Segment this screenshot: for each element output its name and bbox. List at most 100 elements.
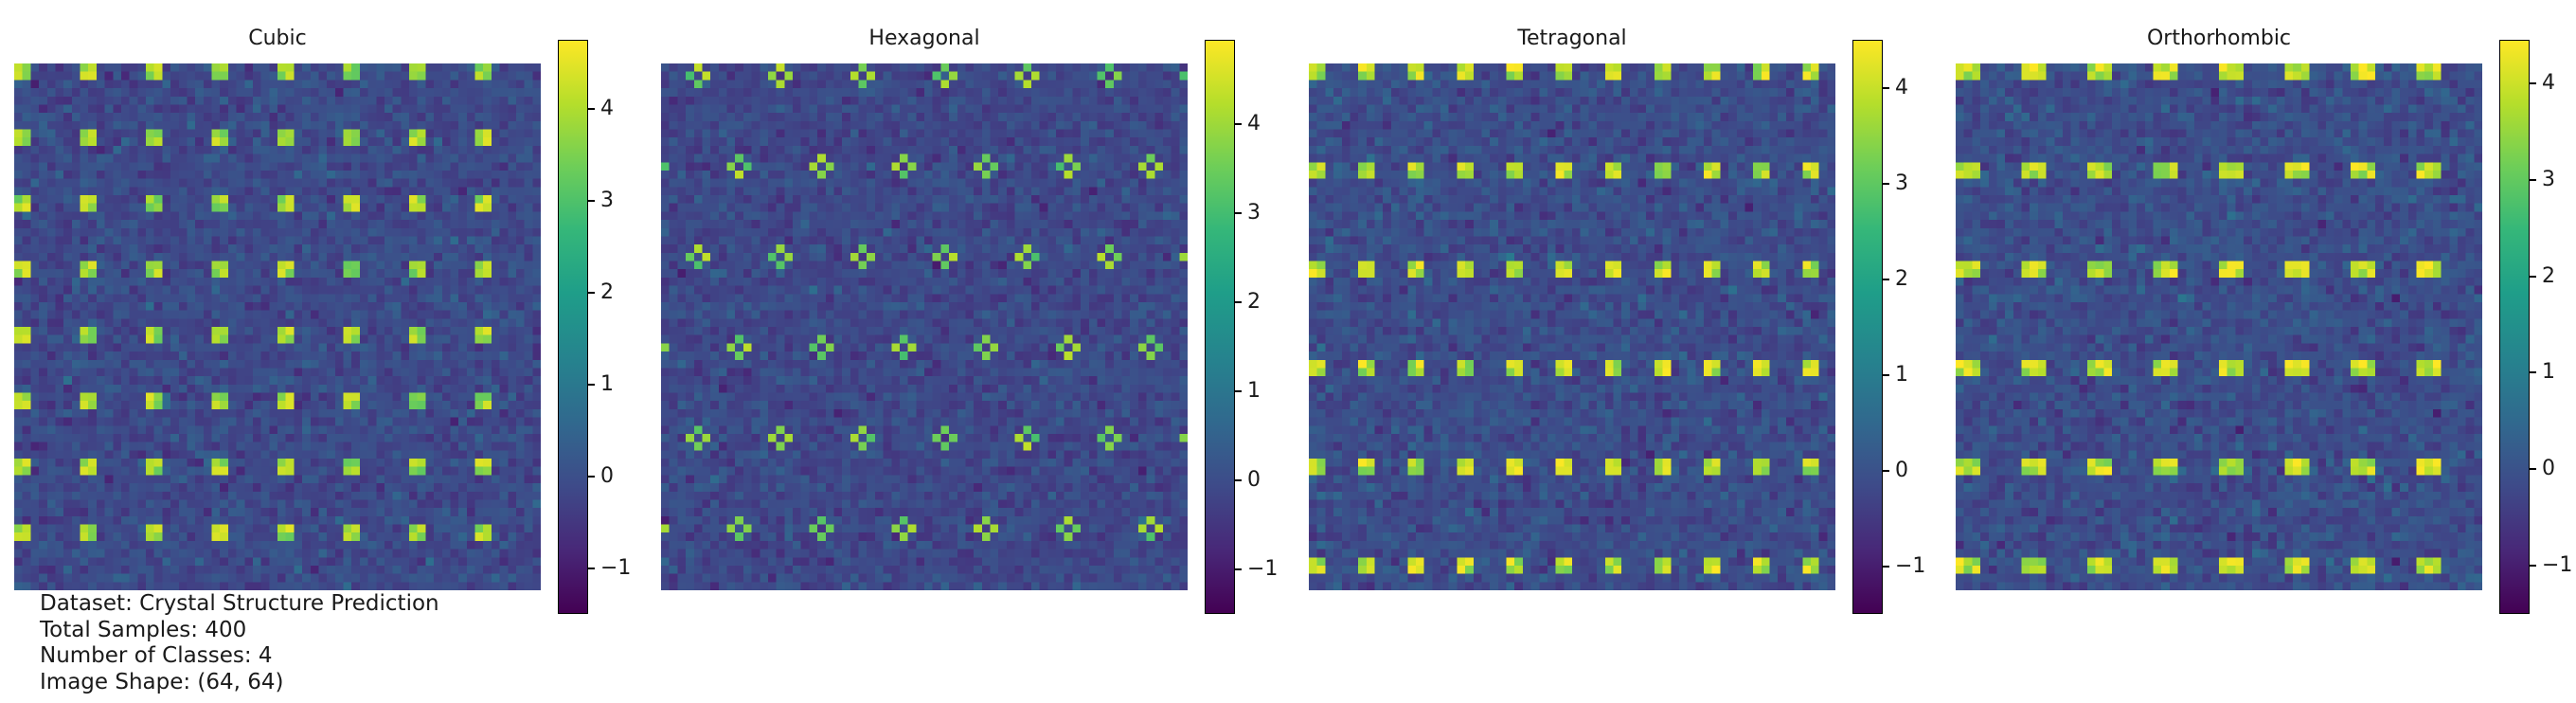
heatmap-cell <box>294 294 303 303</box>
heatmap-cell <box>236 137 245 147</box>
heatmap-cell <box>858 63 868 72</box>
heatmap-cell <box>318 515 328 525</box>
heatmap-cell <box>129 129 138 138</box>
heatmap-cell <box>343 515 352 525</box>
heatmap-cell <box>294 352 303 360</box>
heatmap-cell <box>409 80 418 89</box>
heatmap-cell <box>80 433 89 442</box>
heatmap-cell <box>80 582 89 590</box>
heatmap-cell <box>515 499 525 509</box>
heatmap-cell <box>458 88 467 97</box>
heatmap-cell <box>450 483 459 492</box>
heatmap-cell <box>1072 129 1082 138</box>
heatmap-cell <box>236 466 245 476</box>
heatmap-cell <box>858 120 868 130</box>
heatmap-cell <box>187 244 196 253</box>
heatmap-cell <box>195 178 204 188</box>
heatmap-cell <box>227 524 237 533</box>
heatmap-cell <box>458 71 467 81</box>
heatmap-cell <box>409 220 418 228</box>
heatmap-cell <box>949 137 957 147</box>
heatmap-cell <box>170 417 179 426</box>
heatmap-cell <box>384 327 393 335</box>
heatmap-cell <box>392 236 402 245</box>
heatmap-cell <box>170 532 179 542</box>
heatmap-cell <box>170 178 179 188</box>
heatmap-cell <box>269 170 278 179</box>
heatmap-cell <box>203 557 212 567</box>
heatmap-cell <box>1105 80 1114 89</box>
heatmap-cell <box>515 318 525 328</box>
heatmap-cell <box>227 310 237 319</box>
heatmap-cell <box>710 145 719 154</box>
heatmap-cell <box>327 450 335 460</box>
heatmap-cell <box>499 137 509 147</box>
heatmap-cell <box>1088 145 1098 154</box>
heatmap-cell <box>1056 88 1064 97</box>
heatmap-cell <box>425 220 435 228</box>
heatmap-cell <box>532 104 541 114</box>
heatmap-cell <box>1014 96 1024 105</box>
heatmap-cell <box>252 442 261 451</box>
heatmap-cell <box>244 425 254 435</box>
heatmap-cell <box>940 129 950 138</box>
heatmap-cell <box>14 104 23 114</box>
heatmap-cell <box>458 557 467 567</box>
heatmap-cell <box>343 71 352 81</box>
heatmap-cell <box>294 327 303 335</box>
heatmap-cell <box>195 203 204 212</box>
heatmap-cell <box>96 318 105 328</box>
heatmap-cell <box>46 244 56 253</box>
heatmap-cell <box>187 236 196 245</box>
heatmap-cell <box>524 71 533 81</box>
heatmap-cell <box>327 475 335 484</box>
heatmap-cell <box>88 294 98 303</box>
heatmap-cell <box>367 442 377 451</box>
heatmap-cell <box>334 63 344 72</box>
heatmap-cell <box>227 129 237 138</box>
heatmap-cell <box>55 368 64 377</box>
heatmap-cell <box>310 532 319 542</box>
heatmap-cell <box>30 195 40 204</box>
heatmap-cell <box>1113 71 1122 81</box>
heatmap-cell <box>784 63 794 72</box>
heatmap-cell <box>499 475 509 484</box>
heatmap-cell <box>1081 162 1089 171</box>
heatmap-cell <box>220 294 229 303</box>
heatmap-cell <box>409 557 418 567</box>
heatmap-cell <box>1130 120 1139 130</box>
heatmap-cell <box>793 153 801 163</box>
heatmap-cell <box>735 153 744 163</box>
heatmap-cell <box>178 162 188 171</box>
heatmap-cell <box>817 113 826 121</box>
heatmap-cell <box>327 491 335 500</box>
heatmap-cell <box>508 359 517 369</box>
heatmap-cell <box>294 80 303 89</box>
heatmap-cell <box>55 327 64 335</box>
heatmap-cell <box>162 203 171 212</box>
heatmap-cell <box>401 450 410 460</box>
heatmap-cell <box>252 285 261 295</box>
heatmap-cell <box>1088 71 1098 81</box>
heatmap-cell <box>458 582 467 590</box>
heatmap-cell <box>508 327 517 335</box>
heatmap-cell <box>491 137 500 147</box>
heatmap-cell <box>760 170 769 179</box>
heatmap-cell <box>252 153 261 163</box>
heatmap-cell <box>244 540 254 550</box>
heatmap-cell <box>55 63 64 72</box>
heatmap-cell <box>1121 104 1131 114</box>
heatmap-cell <box>252 80 261 89</box>
heatmap-cell <box>153 376 163 385</box>
heatmap-cell <box>294 466 303 476</box>
heatmap-cell <box>129 384 138 393</box>
heatmap-cell <box>195 327 204 335</box>
heatmap-cell <box>153 466 163 476</box>
heatmap-cell <box>441 499 451 509</box>
heatmap-cell <box>524 318 533 328</box>
heatmap-cell <box>367 334 377 344</box>
heatmap-cell <box>524 285 533 295</box>
heatmap-cell <box>22 153 31 163</box>
heatmap-cell <box>285 88 295 97</box>
heatmap-cell <box>30 327 40 335</box>
